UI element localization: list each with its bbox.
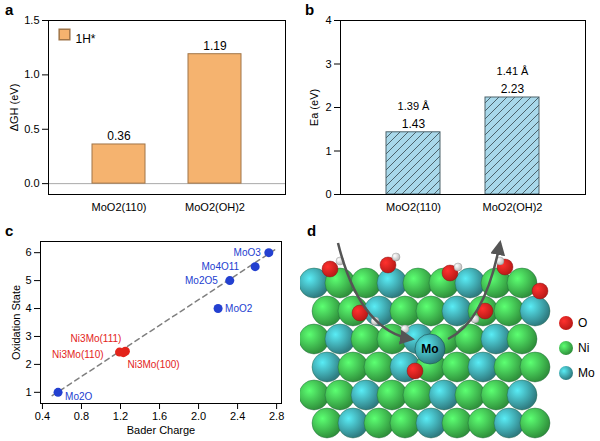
svg-text:Ni: Ni	[578, 341, 589, 355]
svg-text:MoO2(OH)2: MoO2(OH)2	[185, 201, 245, 213]
svg-text:2.4: 2.4	[230, 410, 245, 422]
svg-text:4: 4	[325, 14, 331, 26]
svg-text:1.19: 1.19	[203, 39, 227, 53]
svg-text:1: 1	[25, 386, 31, 398]
svg-text:0: 0	[325, 188, 331, 200]
svg-text:2: 2	[25, 358, 31, 370]
svg-text:1.43: 1.43	[402, 117, 426, 131]
svg-text:1.6: 1.6	[152, 410, 167, 422]
svg-text:0.4: 0.4	[35, 410, 50, 422]
svg-text:1.5: 1.5	[24, 14, 39, 26]
svg-text:1.41 Å: 1.41 Å	[497, 65, 529, 77]
svg-text:3: 3	[25, 330, 31, 342]
html-text:b: b	[305, 1, 315, 18]
svg-text:Bader Charge: Bader Charge	[127, 424, 196, 436]
html-text:d: d	[307, 222, 317, 239]
svg-text:MoO2(110): MoO2(110)	[92, 201, 147, 213]
svg-text:1.0: 1.0	[24, 68, 39, 80]
svg-text:2.8: 2.8	[269, 410, 284, 422]
svg-text:1.39 Å: 1.39 Å	[398, 100, 430, 112]
svg-text:0.0: 0.0	[24, 177, 39, 189]
svg-text:MoO2(110): MoO2(110)	[386, 201, 441, 213]
svg-text:2.0: 2.0	[191, 410, 206, 422]
svg-text:5: 5	[25, 274, 31, 286]
svg-text:Oxidation State: Oxidation State	[10, 285, 22, 360]
svg-text:Ni3Mo(100): Ni3Mo(100)	[127, 359, 179, 370]
svg-text:2: 2	[325, 101, 331, 113]
svg-text:0.5: 0.5	[24, 123, 39, 135]
svg-text:1.2: 1.2	[113, 410, 128, 422]
svg-text:2.23: 2.23	[501, 82, 525, 96]
svg-text:3: 3	[325, 58, 331, 70]
svg-text:Mo4O11: Mo4O11	[202, 261, 240, 272]
svg-text:O: O	[578, 316, 587, 330]
svg-text:1: 1	[325, 145, 331, 157]
svg-text:6: 6	[25, 246, 31, 258]
svg-text:1H*: 1H*	[76, 32, 96, 46]
svg-text:MoO2(OH)2: MoO2(OH)2	[483, 201, 543, 213]
html-text:c: c	[5, 222, 14, 239]
svg-text:0.36: 0.36	[107, 129, 131, 143]
svg-text:Mo2O5: Mo2O5	[185, 275, 218, 286]
svg-text:Ea (eV): Ea (eV)	[308, 89, 320, 126]
svg-text:Ni3Mo(111): Ni3Mo(111)	[71, 333, 122, 344]
svg-text:MoO3: MoO3	[234, 247, 262, 258]
html-text:a: a	[5, 1, 14, 18]
svg-text:Mo: Mo	[578, 366, 595, 380]
svg-text:Mo: Mo	[421, 342, 438, 356]
svg-text:0.8: 0.8	[74, 410, 89, 422]
svg-text:MoO2: MoO2	[225, 303, 253, 314]
svg-text:Mo2O: Mo2O	[65, 391, 92, 402]
svg-text:4: 4	[25, 302, 31, 314]
svg-text:Ni3Mo(110): Ni3Mo(110)	[52, 349, 104, 360]
svg-text:ΔGH (eV): ΔGH (eV)	[8, 84, 20, 132]
